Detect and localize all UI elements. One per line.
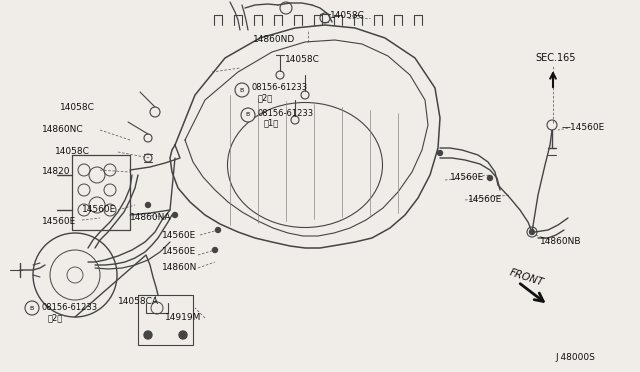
Text: （1）: （1） <box>264 119 279 128</box>
Circle shape <box>173 212 177 218</box>
Circle shape <box>488 176 493 180</box>
Text: 14560E: 14560E <box>82 205 116 215</box>
Text: 14058C: 14058C <box>60 103 95 112</box>
Text: 14919M: 14919M <box>165 314 202 323</box>
Circle shape <box>25 301 39 315</box>
Text: 14560E: 14560E <box>468 196 502 205</box>
Text: 14820: 14820 <box>42 167 70 176</box>
Circle shape <box>438 151 442 155</box>
Text: J 48000S: J 48000S <box>555 353 595 362</box>
Text: 14860NC: 14860NC <box>42 125 84 135</box>
Text: 14860N: 14860N <box>162 263 197 273</box>
Circle shape <box>179 331 187 339</box>
Text: 14560E: 14560E <box>162 231 196 240</box>
Text: 14058CA: 14058CA <box>118 298 159 307</box>
Text: 14058C: 14058C <box>55 148 90 157</box>
Text: 14560E: 14560E <box>450 173 484 183</box>
Text: （2）: （2） <box>258 93 273 103</box>
Text: 08156-61233: 08156-61233 <box>252 83 308 93</box>
Circle shape <box>144 331 152 339</box>
Circle shape <box>529 230 534 234</box>
Text: B: B <box>30 305 34 311</box>
Circle shape <box>212 247 218 253</box>
Text: 14058C: 14058C <box>285 55 320 64</box>
Circle shape <box>145 202 150 208</box>
Circle shape <box>216 228 221 232</box>
Text: B: B <box>240 87 244 93</box>
Text: 14560E: 14560E <box>42 218 76 227</box>
Text: 14860NA: 14860NA <box>130 214 172 222</box>
Text: 08156-61233: 08156-61233 <box>42 304 98 312</box>
Circle shape <box>235 83 249 97</box>
Text: SEC.165: SEC.165 <box>535 53 575 63</box>
Text: 08156-61233: 08156-61233 <box>258 109 314 118</box>
Circle shape <box>241 108 255 122</box>
Text: —14560E: —14560E <box>562 124 605 132</box>
Text: 14058C: 14058C <box>330 12 365 20</box>
Text: 14860NB: 14860NB <box>540 237 582 247</box>
Text: 14860ND: 14860ND <box>253 35 295 45</box>
Text: 14560E: 14560E <box>162 247 196 257</box>
Text: FRONT: FRONT <box>508 268 545 288</box>
Text: （2）: （2） <box>48 314 63 323</box>
Text: B: B <box>246 112 250 118</box>
